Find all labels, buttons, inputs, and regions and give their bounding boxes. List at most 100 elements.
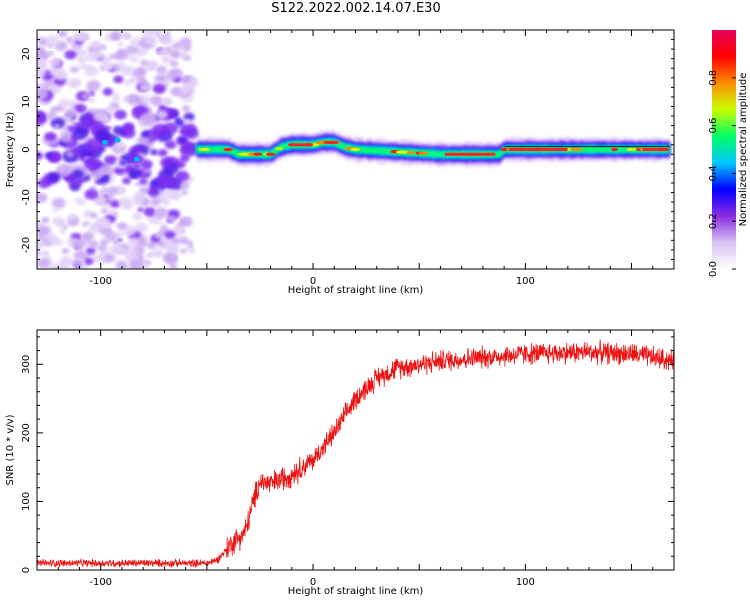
noise-blob	[161, 97, 173, 106]
noise-blob	[125, 44, 139, 55]
noise-blob	[183, 127, 199, 140]
noise-blob	[178, 236, 190, 245]
colorbar: 0.0 0.2 0.4 0.6 0.8 Normalized spectral ampli…	[708, 30, 749, 277]
noise-blob	[183, 76, 190, 82]
noise-blob	[159, 237, 166, 242]
noise-blob	[140, 95, 151, 104]
noise-blob	[88, 91, 95, 96]
ridge-hotspot	[500, 147, 508, 152]
noise-blob	[136, 76, 147, 85]
noise-blob	[114, 140, 125, 149]
snr-panel: -100 0 100 0 100 200 300 Height of straight lin…	[5, 329, 675, 597]
noise-blob	[151, 123, 169, 137]
noise-blob	[50, 106, 59, 114]
noise-blob	[46, 111, 57, 120]
noise-blob	[181, 189, 189, 196]
noise-blob	[130, 172, 140, 180]
bottom-xlabel: Height of straight line (km)	[288, 586, 424, 597]
noise-blob	[114, 231, 123, 238]
noise-blob	[157, 148, 168, 157]
noise-blob	[59, 256, 73, 267]
bottom-ytick-label: 200	[21, 423, 32, 442]
noise-blob	[154, 207, 169, 219]
top-xtick-label: -100	[89, 276, 112, 287]
noise-blob	[86, 80, 101, 91]
noise-blob	[137, 207, 144, 213]
noise-blob	[37, 111, 48, 126]
heatmap-layer	[37, 30, 670, 269]
colorbar-tick-label: 0.2	[708, 213, 719, 229]
top-ylabel: Frequency (Hz)	[5, 112, 16, 188]
ridge-peak	[508, 148, 568, 151]
ridge-hotspot	[395, 150, 409, 154]
noise-blob	[53, 69, 69, 81]
noise-blob	[37, 58, 48, 69]
noise-blob	[37, 258, 50, 269]
noise-blob	[163, 253, 178, 265]
bottom-ytick-label: 300	[21, 355, 32, 374]
noise-blob	[74, 103, 87, 114]
noise-blob	[105, 106, 114, 113]
noise-blob	[139, 59, 149, 67]
noise-blob	[83, 157, 102, 171]
noise-blob	[39, 80, 47, 86]
noise-blob	[37, 45, 44, 56]
noise-blob	[37, 89, 45, 100]
noise-blob	[108, 245, 121, 255]
noise-blob	[40, 216, 50, 224]
noise-blob	[57, 30, 68, 38]
noise-blob	[143, 200, 150, 206]
noise-blob	[117, 237, 123, 243]
noise-blob	[134, 46, 149, 57]
noise-blob	[127, 237, 139, 247]
noise-blob	[54, 124, 60, 129]
bottom-xtick-label: 100	[516, 577, 535, 588]
bottom-ytick-label: 0	[21, 567, 32, 573]
noise-blob	[122, 202, 133, 210]
noise-blob	[37, 67, 47, 79]
noise-blob	[104, 253, 116, 263]
noise-blob	[131, 101, 138, 107]
noise-blob	[87, 240, 99, 249]
noise-blob	[112, 92, 119, 98]
noise-blob	[101, 239, 108, 246]
ridge-hotspot	[406, 151, 415, 155]
noise-blob	[65, 108, 78, 118]
noise-blob	[117, 41, 125, 47]
noise-blob	[54, 40, 68, 51]
noise-blob	[67, 125, 76, 132]
noise-blob	[97, 243, 108, 252]
top-xtick-label: 100	[516, 276, 535, 287]
ridge-peak	[323, 140, 339, 144]
noise-blob	[122, 264, 128, 269]
noise-blob	[122, 96, 130, 102]
noise-blob	[140, 159, 153, 170]
noise-blob	[155, 65, 167, 74]
noise-blob	[132, 195, 146, 206]
noise-blob	[37, 251, 42, 256]
noise-blob	[150, 198, 161, 207]
noise-blob	[89, 212, 98, 219]
noise-blob	[101, 182, 107, 188]
noise-blob	[155, 174, 173, 188]
noise-blob	[113, 212, 119, 217]
noise-blob	[71, 258, 84, 267]
noise-blob	[118, 49, 126, 56]
noise-blob	[42, 250, 49, 256]
noise-blob	[37, 228, 48, 237]
noise-blob	[52, 207, 59, 213]
noise-blob	[181, 105, 191, 112]
top-ytick-label: 10	[21, 95, 32, 108]
noise-blob	[37, 151, 44, 161]
noise-blob	[113, 75, 124, 84]
noise-blob	[112, 240, 120, 246]
noise-blob	[117, 61, 126, 68]
noise-blob	[129, 259, 143, 269]
noise-blob	[132, 162, 142, 170]
noise-blob	[66, 78, 80, 89]
ridge-peak	[291, 143, 314, 147]
noise-blob	[101, 202, 110, 209]
noise-blob	[139, 82, 151, 92]
noise-blob	[49, 58, 61, 68]
